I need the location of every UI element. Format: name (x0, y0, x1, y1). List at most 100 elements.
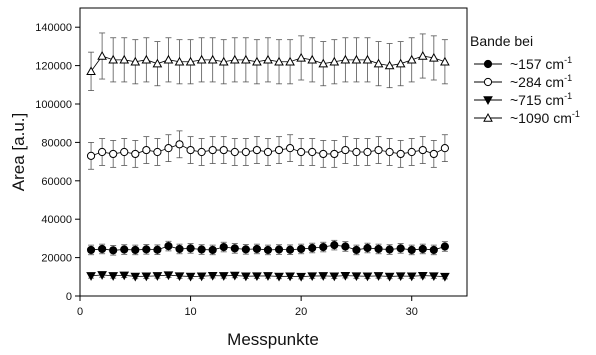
data-point (297, 244, 306, 254)
legend-label-superscript: -1 (564, 55, 572, 65)
data-point (252, 56, 262, 66)
data-point (395, 272, 406, 282)
x-tick-label: 20 (295, 306, 307, 318)
data-point (374, 145, 383, 155)
data-point (230, 244, 239, 253)
data-point (274, 56, 284, 66)
series-4 (86, 32, 450, 91)
data-point (252, 272, 262, 282)
data-point (219, 145, 228, 155)
data-point (86, 66, 96, 76)
x-ticks: 0 10 20 30 (77, 296, 418, 318)
data-point (406, 272, 417, 282)
data-point (241, 272, 251, 282)
data-point (142, 245, 151, 254)
data-point (263, 272, 273, 281)
data-point (152, 272, 163, 281)
data-point (340, 54, 351, 64)
data-point (219, 242, 228, 252)
legend-entry: ~157 cm-1 (474, 55, 572, 72)
data-point (131, 149, 140, 159)
data-point (174, 56, 185, 66)
data-point (164, 144, 173, 153)
data-point (229, 54, 240, 64)
y-tick-label: 140000 (35, 22, 72, 34)
data-point (373, 58, 384, 68)
data-point (418, 145, 427, 155)
data-point (153, 245, 162, 254)
data-point (230, 147, 239, 157)
data-point (208, 145, 217, 155)
data-point (185, 272, 196, 282)
data-point (396, 149, 405, 159)
data-point (218, 56, 229, 66)
data-point (352, 245, 361, 255)
data-point (330, 241, 339, 250)
data-point (163, 54, 174, 64)
data-point (141, 54, 152, 64)
legend-entry: ~715 cm-1 (474, 91, 572, 108)
data-point (440, 144, 449, 153)
data-point (308, 243, 317, 253)
data-point (274, 245, 284, 254)
legend-label-superscript: -1 (564, 91, 572, 101)
data-point (252, 145, 262, 155)
plot-frame (79, 7, 468, 297)
data-point (285, 272, 295, 282)
data-point (208, 245, 217, 255)
legend-marker (483, 96, 493, 106)
legend-entry: ~284 cm-1 (474, 73, 572, 90)
data-point (440, 56, 450, 66)
x-tick-label: 10 (184, 306, 196, 318)
data-point (440, 242, 449, 251)
x-axis-label: Messpunkte (227, 330, 319, 349)
data-point (229, 271, 240, 281)
data-point (385, 245, 394, 254)
data-point (428, 272, 439, 282)
data-point (186, 145, 195, 155)
data-point (385, 147, 394, 157)
data-point (218, 272, 229, 281)
data-point (417, 271, 428, 281)
data-point (285, 144, 295, 153)
y-ticks: 0 20000 40000 60000 80000 100000 120000 140000 (35, 22, 80, 303)
legend-marker (483, 77, 493, 87)
data-point (396, 244, 405, 253)
data-point (307, 54, 318, 64)
series-1 (86, 239, 449, 256)
data-point (119, 54, 130, 64)
data-point (418, 244, 427, 254)
data-point (164, 241, 173, 251)
data-point (119, 271, 130, 281)
data-point (362, 272, 373, 282)
data-point (130, 272, 141, 282)
legend-label: ~157 cm-1 (510, 55, 572, 72)
data-point (274, 272, 284, 282)
data-point (263, 147, 273, 157)
data-point (174, 272, 185, 282)
data-point (108, 54, 119, 64)
data-point (97, 271, 107, 280)
data-point (98, 244, 107, 254)
legend-label-superscript: -1 (564, 73, 572, 83)
data-point (297, 147, 306, 157)
data-point (362, 54, 373, 64)
y-tick-label: 60000 (41, 176, 72, 188)
data-point (329, 56, 340, 66)
data-point (274, 145, 284, 155)
legend-label: ~284 cm-1 (510, 73, 572, 90)
data-point (120, 147, 129, 157)
data-point (98, 147, 107, 157)
data-point (429, 149, 438, 159)
data-point (175, 140, 184, 149)
data-point (307, 272, 318, 282)
data-point (374, 244, 383, 254)
data-point (197, 245, 206, 254)
y-tick-label: 80000 (41, 137, 72, 149)
data-point (330, 149, 339, 159)
legend-label: ~715 cm-1 (510, 91, 572, 108)
data-point (318, 272, 329, 281)
data-point (352, 147, 361, 157)
data-point (340, 271, 351, 281)
